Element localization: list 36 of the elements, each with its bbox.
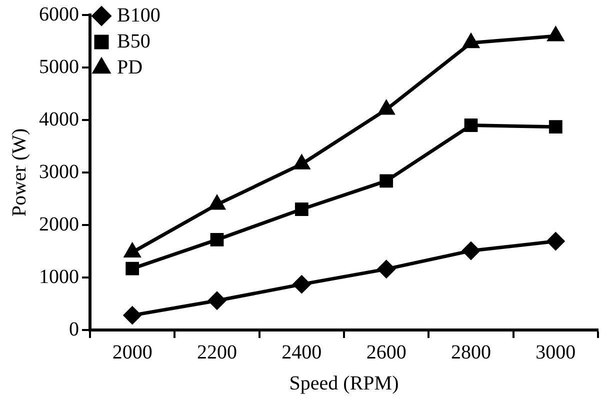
point xyxy=(124,244,140,258)
point xyxy=(380,174,394,188)
y-tick-label: 6000 xyxy=(39,3,79,26)
point xyxy=(209,196,225,210)
point xyxy=(378,100,394,115)
y-tick-label: 2000 xyxy=(39,213,79,236)
legend-label: B50 xyxy=(117,30,150,52)
point xyxy=(208,292,226,310)
point xyxy=(548,120,562,134)
point xyxy=(462,242,480,260)
point xyxy=(464,118,478,132)
point xyxy=(463,34,479,48)
point xyxy=(294,155,310,170)
y-tick-label: 5000 xyxy=(39,56,79,78)
y-axis-title: Power (W) xyxy=(8,128,30,217)
point xyxy=(378,260,396,278)
x-tick-label: 3000 xyxy=(536,341,576,364)
point xyxy=(210,233,224,246)
point xyxy=(292,276,310,294)
y-tick-label: 3000 xyxy=(39,160,79,183)
y-tick-label: 1000 xyxy=(39,266,79,288)
y-tick-label: 0 xyxy=(69,318,79,340)
x-tick-label: 2800 xyxy=(451,341,491,364)
legend-label: PD xyxy=(117,56,143,78)
point xyxy=(126,262,140,276)
x-axis-title: Speed (RPM) xyxy=(289,372,399,394)
y-tick-label: 4000 xyxy=(39,108,79,130)
point xyxy=(124,306,142,324)
x-tick-label: 2400 xyxy=(282,341,322,364)
x-tick-label: 2600 xyxy=(366,341,406,364)
point xyxy=(294,202,308,216)
point xyxy=(546,232,564,250)
x-tick-label: 2000 xyxy=(112,341,152,364)
point xyxy=(548,27,564,42)
x-tick-label: 2200 xyxy=(197,341,237,364)
legend-label: B100 xyxy=(117,4,160,26)
